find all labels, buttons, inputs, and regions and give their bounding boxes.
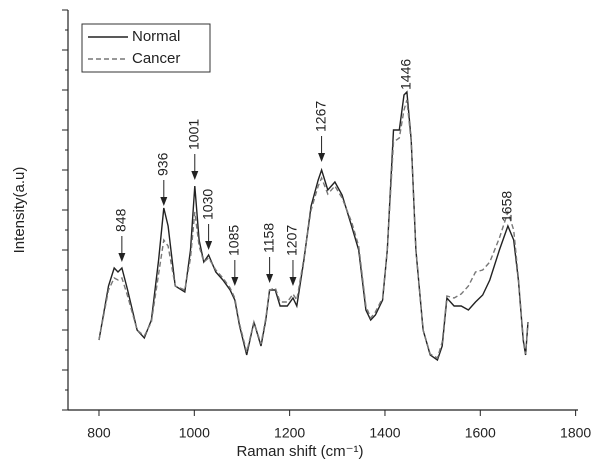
annotation-arrowhead (205, 241, 213, 250)
legend-label: Cancer (132, 50, 180, 67)
annotation-label: 1030 (199, 189, 215, 220)
x-tick-label: 1200 (274, 425, 305, 441)
annotation-label: 1085 (226, 225, 242, 256)
annotation-arrowhead (118, 253, 126, 262)
series-line (98, 99, 529, 360)
annotation-label: 1158 (260, 223, 276, 253)
annotation-arrowhead (191, 171, 199, 180)
x-axis-label: Raman shift (cm⁻¹) (236, 443, 363, 460)
legend-label: Normal (132, 28, 180, 45)
annotation-label: 1267 (312, 101, 328, 132)
annotation-arrowhead (160, 197, 168, 206)
annotation-label: 1207 (284, 225, 300, 256)
x-tick-label: 1600 (465, 425, 496, 441)
annotation-label: 1001 (185, 119, 201, 150)
annotation-label: 936 (155, 152, 171, 176)
annotation-arrowhead (318, 153, 326, 162)
x-tick-label: 1000 (179, 425, 210, 441)
annotation-arrowhead (266, 274, 274, 283)
annotation-arrowhead (289, 277, 297, 286)
annotation-arrowhead (231, 277, 239, 286)
x-tick-label: 1800 (560, 425, 591, 441)
y-axis-label: Intensity(a.u) (11, 167, 28, 254)
annotation-label: 1446 (398, 59, 414, 90)
x-tick-label: 1400 (369, 425, 400, 441)
x-tick-label: 800 (87, 425, 111, 441)
annotation-label: 848 (113, 208, 129, 232)
legend-box (81, 23, 211, 73)
annotation-label: 1658 (499, 191, 515, 222)
